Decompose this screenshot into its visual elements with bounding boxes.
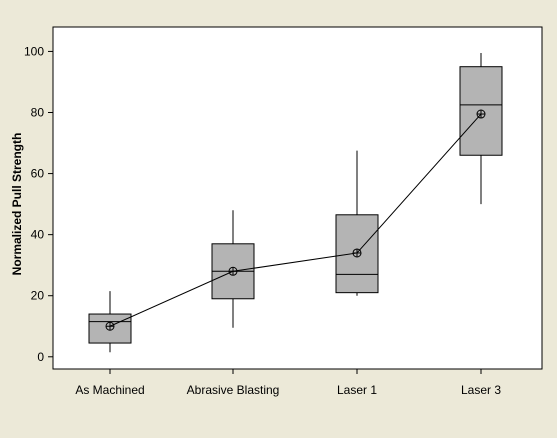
x-axis: As Machined Abrasive Blasting Laser 1 Laser…: [75, 369, 501, 397]
y-tick-label: 100: [24, 44, 44, 58]
mean-marker: [105, 321, 115, 331]
mean-marker: [352, 248, 362, 258]
y-axis: 0 20 40 60 80 100: [24, 44, 53, 364]
y-tick-label: 40: [31, 228, 45, 242]
mean-marker: [228, 266, 238, 276]
y-tick-label: 80: [31, 106, 45, 120]
x-tick-label: Laser 1: [337, 383, 377, 397]
y-tick-label: 20: [31, 289, 45, 303]
y-tick-label: 0: [37, 350, 44, 364]
y-axis-title: Normalized Pull Strength: [10, 133, 24, 276]
mean-connect-line: [109, 113, 482, 327]
mean-markers: [105, 109, 486, 331]
x-tick-label: Abrasive Blasting: [187, 383, 280, 397]
mean-marker: [476, 109, 486, 119]
x-tick-label: As Machined: [75, 383, 144, 397]
y-tick-label: 60: [31, 167, 45, 181]
x-tick-label: Laser 3: [461, 383, 501, 397]
